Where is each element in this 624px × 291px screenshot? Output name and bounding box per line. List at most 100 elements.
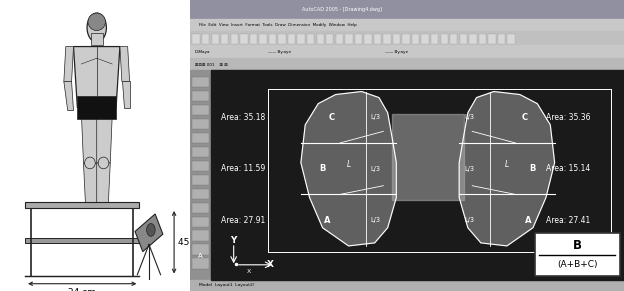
Bar xyxy=(190,0,624,19)
Text: Area: 35.36: Area: 35.36 xyxy=(546,113,590,122)
Bar xyxy=(260,34,266,44)
Bar xyxy=(91,33,102,45)
Text: A: A xyxy=(198,253,203,259)
Bar xyxy=(192,230,208,241)
Text: 24 cm: 24 cm xyxy=(68,288,96,291)
Bar xyxy=(240,34,248,44)
Bar xyxy=(192,244,208,255)
Text: L/3: L/3 xyxy=(370,217,380,223)
Bar xyxy=(190,70,211,291)
Text: —— By.aye: —— By.aye xyxy=(268,50,291,54)
Bar xyxy=(354,34,362,44)
Bar xyxy=(192,133,208,143)
Bar xyxy=(190,58,624,70)
Text: L: L xyxy=(505,160,509,169)
Bar xyxy=(192,175,208,185)
Bar xyxy=(192,161,208,171)
Bar xyxy=(202,34,210,44)
Text: Area: 27.91: Area: 27.91 xyxy=(221,216,265,225)
Bar xyxy=(192,105,208,115)
Text: —— By.aye: —— By.aye xyxy=(386,50,409,54)
Bar xyxy=(316,34,324,44)
Bar xyxy=(393,34,400,44)
Text: X: X xyxy=(246,269,251,274)
Bar xyxy=(498,34,505,44)
Bar xyxy=(192,91,208,101)
Text: X: X xyxy=(267,260,274,269)
Polygon shape xyxy=(64,81,74,111)
Bar xyxy=(364,34,372,44)
Bar xyxy=(469,34,477,44)
Bar xyxy=(190,280,624,291)
Text: ⊞⊟⊞ 001    ⊞ ⊞: ⊞⊟⊞ 001 ⊞ ⊞ xyxy=(195,63,227,67)
Bar xyxy=(250,34,257,44)
Polygon shape xyxy=(301,92,396,246)
Bar xyxy=(212,34,219,44)
Text: L: L xyxy=(346,160,351,169)
Text: C: C xyxy=(328,113,334,122)
Bar xyxy=(190,31,624,45)
Text: Model  Layout1  Layout2/: Model Layout1 Layout2/ xyxy=(199,283,254,288)
Polygon shape xyxy=(459,92,555,246)
Ellipse shape xyxy=(98,157,109,169)
Bar xyxy=(421,34,429,44)
Bar xyxy=(507,34,515,44)
Bar xyxy=(190,19,624,31)
Bar xyxy=(278,34,286,44)
Bar xyxy=(326,34,333,44)
Polygon shape xyxy=(74,47,120,108)
Polygon shape xyxy=(135,214,163,252)
Bar xyxy=(298,34,305,44)
Text: A: A xyxy=(525,216,532,225)
Bar xyxy=(192,34,200,44)
Bar xyxy=(402,34,410,44)
Text: Area: 27.41: Area: 27.41 xyxy=(546,216,590,225)
Polygon shape xyxy=(120,47,130,81)
Bar xyxy=(25,202,139,208)
Ellipse shape xyxy=(85,157,95,169)
Bar xyxy=(441,34,448,44)
Bar xyxy=(192,203,208,213)
Text: L/3: L/3 xyxy=(464,114,474,120)
Text: L/3: L/3 xyxy=(370,166,380,172)
Bar xyxy=(192,147,208,157)
Text: L/3: L/3 xyxy=(370,114,380,120)
Bar xyxy=(192,189,208,199)
Bar xyxy=(192,258,208,269)
Bar xyxy=(190,45,624,58)
Bar xyxy=(231,34,238,44)
Polygon shape xyxy=(97,163,110,204)
Text: File  Edit  View  Insert  Format  Tools  Draw  Dimension  Modify  Window  Help: File Edit View Insert Format Tools Draw … xyxy=(199,23,357,27)
Bar xyxy=(25,238,139,243)
Text: Area: 35.18: Area: 35.18 xyxy=(221,113,265,122)
Text: AutoCAD 2005 - [Drawing4.dwg]: AutoCAD 2005 - [Drawing4.dwg] xyxy=(302,7,382,12)
Text: L/3: L/3 xyxy=(464,166,474,172)
Text: C: C xyxy=(521,113,527,122)
Bar xyxy=(460,34,467,44)
Text: L/3: L/3 xyxy=(464,217,474,223)
Bar xyxy=(374,34,381,44)
Text: B: B xyxy=(573,239,582,252)
Bar xyxy=(412,34,419,44)
Bar xyxy=(192,119,208,129)
Bar xyxy=(288,34,295,44)
Text: Y: Y xyxy=(230,236,237,244)
Text: 45 cm: 45 cm xyxy=(178,238,206,247)
Polygon shape xyxy=(77,96,116,119)
Bar xyxy=(192,217,208,227)
Ellipse shape xyxy=(88,13,105,31)
Bar xyxy=(269,34,276,44)
Text: D\Maya: D\Maya xyxy=(195,50,210,54)
Circle shape xyxy=(147,223,155,236)
Polygon shape xyxy=(97,116,112,163)
Text: Area: 15.14: Area: 15.14 xyxy=(546,164,590,173)
Polygon shape xyxy=(83,163,97,204)
Text: A: A xyxy=(324,216,330,225)
FancyBboxPatch shape xyxy=(535,233,620,276)
Bar xyxy=(211,70,624,280)
Text: B: B xyxy=(530,164,536,173)
Polygon shape xyxy=(81,116,97,163)
Bar xyxy=(345,34,353,44)
Text: (A+B+C): (A+B+C) xyxy=(557,260,598,269)
Bar xyxy=(450,34,457,44)
